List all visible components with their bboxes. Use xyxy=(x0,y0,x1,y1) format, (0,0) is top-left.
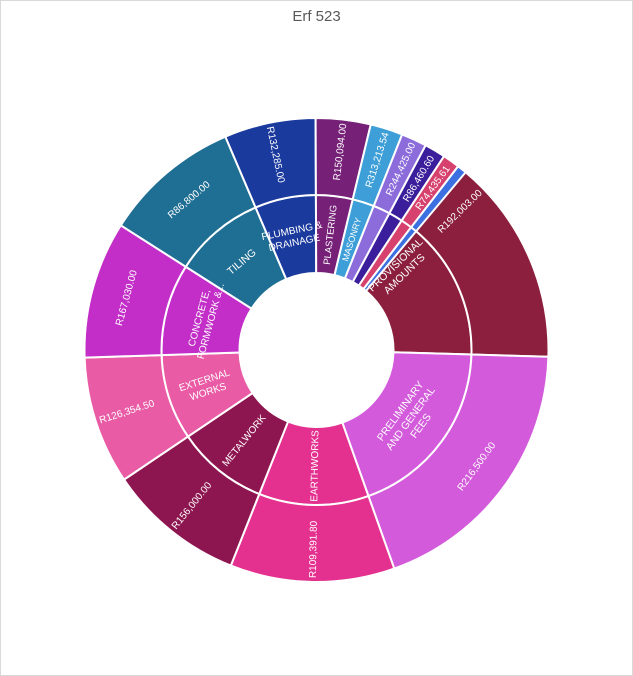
sunburst-value-earthworks: R109,391.80 xyxy=(308,520,320,578)
chart-title: Erf 523 xyxy=(292,8,341,25)
sunburst-label-earthworks: EARTHWORKS xyxy=(309,430,321,502)
sunburst-outer-segment-14[interactable] xyxy=(409,164,468,233)
